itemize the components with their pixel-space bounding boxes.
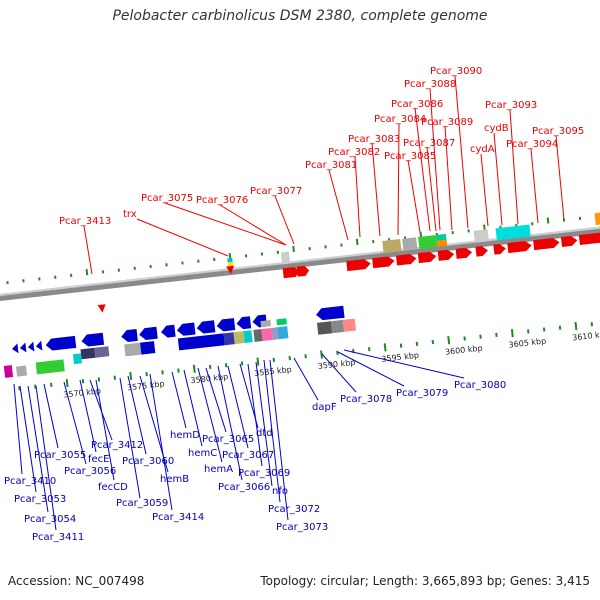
gene-label: Pcar_3055	[34, 450, 86, 461]
gene-label: Pcar_3077	[250, 186, 302, 197]
gene-label: fecCD	[98, 482, 128, 493]
gene-label: Pcar_3059	[116, 498, 168, 509]
kbp-label: 3585 kbp	[254, 365, 292, 378]
gene-label: trx	[123, 209, 137, 220]
kbp-label: 3610 kbp	[572, 329, 600, 342]
upper-tick-row	[6, 214, 598, 285]
gene-label: Pcar_3414	[152, 512, 204, 523]
gene-label: Pcar_3089	[421, 117, 473, 128]
lower-gene-labels: Pcar_3410 Pcar_3053 Pcar_3054 Pcar_3411 …	[4, 380, 506, 543]
gene-label: Pcar_3080	[454, 380, 506, 391]
kbp-label: 3600 kbp	[445, 344, 483, 357]
kbp-label: 3575 kbp	[127, 379, 165, 392]
gene-label: Pcar_3075	[141, 193, 193, 204]
gene-label: Pcar_3090	[430, 66, 482, 77]
gene-label: Pcar_3069	[238, 468, 290, 479]
gene-label: Pcar_3065	[202, 434, 254, 445]
gene-label: Pcar_3083	[348, 134, 400, 145]
forward-genes	[97, 212, 600, 313]
gene-label: Pcar_3078	[340, 394, 392, 405]
gene-label: Pcar_3082	[328, 147, 380, 158]
gene-label: Pcar_3060	[122, 456, 174, 467]
kbp-label: 3595 kbp	[381, 351, 419, 364]
kbp-label: 3570 kbp	[63, 386, 101, 399]
gene-label: hemA	[204, 464, 233, 475]
upper-gene-labels: Pcar_3413 trx Pcar_3075 Pcar_3076 Pcar_3…	[59, 66, 584, 227]
gene-label: Pcar_3093	[485, 100, 537, 111]
gene-label: Pcar_3076	[196, 195, 248, 206]
gene-label: Pcar_3072	[268, 504, 320, 515]
gene-label: cydB	[484, 123, 509, 134]
gene-label: Pcar_3084	[374, 114, 426, 125]
gene-label: Pcar_3085	[384, 151, 436, 162]
gene-label: Pcar_3086	[391, 99, 443, 110]
gene-label: Pcar_3054	[24, 514, 76, 525]
gene-label: Pcar_3410	[4, 476, 56, 487]
gene-label: fecE	[88, 454, 110, 465]
gene-label: Pcar_3412	[91, 440, 143, 451]
gene-label: Pcar_3067	[222, 450, 274, 461]
gene-label: cydA	[470, 144, 495, 155]
kbp-label: 3590 kbp	[317, 358, 355, 371]
kbp-label: 3605 kbp	[508, 336, 546, 349]
gene-label: Pcar_3056	[64, 466, 116, 477]
scale-labels: 3570 kbp 3575 kbp 3580 kbp 3585 kbp 3590…	[63, 329, 600, 399]
gene-label: Pcar_3094	[506, 139, 558, 150]
gene-label: Pcar_3411	[32, 532, 84, 543]
reverse-genes	[3, 305, 357, 378]
gene-label: Pcar_3088	[404, 79, 456, 90]
gene-label: Pcar_3079	[396, 388, 448, 399]
gene-label: Pcar_3066	[218, 482, 270, 493]
gene-label: hemD	[170, 430, 200, 441]
gene-label: Pcar_3413	[59, 216, 111, 227]
gene-label: dapF	[312, 402, 337, 413]
gene-label: Pcar_3095	[532, 126, 584, 137]
gene-label: Pcar_3087	[403, 138, 455, 149]
gene-label: dtd	[256, 428, 273, 439]
upper-label-lines	[83, 75, 565, 275]
gene-label: nfo	[272, 486, 288, 497]
gene-label: Pcar_3081	[305, 160, 357, 171]
gene-label: hemB	[160, 474, 189, 485]
genome-info-text: Topology: circular; Length: 3,665,893 bp…	[260, 574, 590, 588]
lower-label-lines	[13, 349, 465, 531]
accession-text: Accession: NC_007498	[8, 574, 145, 588]
page-title: Pelobacter carbinolicus DSM 2380, comple…	[112, 8, 488, 24]
gene-label: Pcar_3053	[14, 494, 66, 505]
gene-label: Pcar_3073	[276, 522, 328, 533]
gene-label: hemC	[188, 448, 217, 459]
